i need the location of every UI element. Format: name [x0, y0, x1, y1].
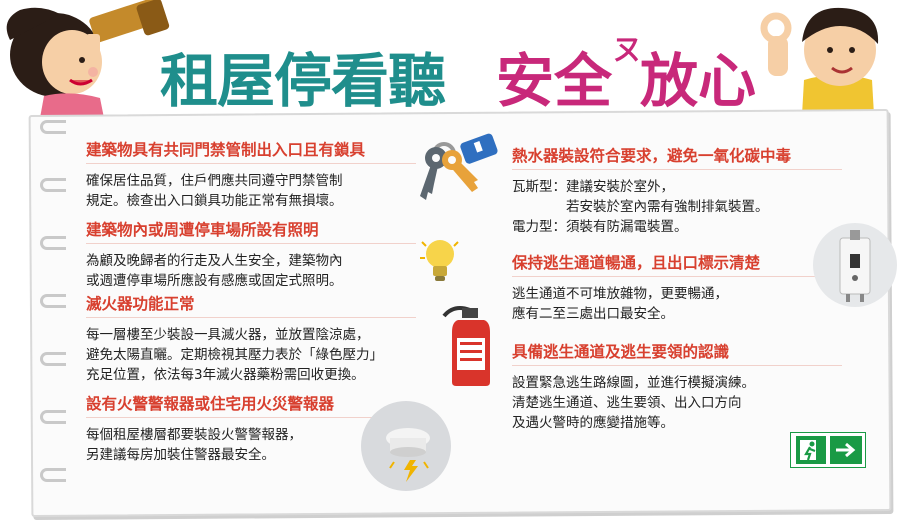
section-heading: 滅火器功能正常: [86, 295, 195, 313]
divider: [86, 163, 416, 164]
section-body: 確保居住品質，住戶們應共同遵守門禁管制 規定。檢查出入口鎖具功能正常有無損壞。: [86, 173, 343, 209]
fire-extinguisher-icon: [442, 306, 490, 386]
boy-ok-sign-illustration: [760, 7, 879, 115]
ring: [40, 178, 66, 192]
notebook-rings: [40, 120, 70, 500]
right-section-2: 保持逃生通道暢通，且出口標示清楚 逃生通道不可堆放雜物，更要暢通， 應有二至三處…: [512, 251, 842, 324]
right-section-1: 熱水器裝設符合要求，避免一氧化碳中毒 瓦斯型：建議安裝於室外， 若安裝於室內需有…: [512, 144, 842, 237]
ring: [40, 120, 66, 134]
smoke-detector-icon: [361, 401, 451, 491]
ring: [40, 352, 66, 366]
exit-sign-icon: [790, 432, 866, 468]
section-heading: 具備逃生通道及逃生要領的認識: [512, 343, 730, 361]
keys-icon: [420, 133, 498, 200]
left-section-4: 設有火警警報器或住宅用火災警報器 每個租屋樓層都要裝設火警警報器， 另建議每房加…: [86, 392, 416, 465]
ring: [40, 294, 66, 308]
divider: [512, 276, 842, 277]
ring: [40, 236, 66, 250]
title-accent-rest: 放心: [640, 47, 757, 115]
ring: [40, 468, 66, 482]
left-section-1: 建築物具有共同門禁管制出入口且有鎖具 確保居住品質，住戶們應共同遵守門禁管制 規…: [86, 138, 416, 211]
divider: [512, 365, 842, 366]
section-heading: 熱水器裝設符合要求，避免一氧化碳中毒: [512, 147, 792, 165]
divider: [512, 169, 842, 170]
section-body: 逃生通道不可堆放雜物，更要暢通， 應有二至三處出口最安全。: [512, 286, 728, 322]
lightbulb-icon: [420, 240, 459, 281]
section-body: 瓦斯型：建議安裝於室外， 若安裝於室內需有強制排氣裝置。 電力型：須裝有防漏電裝…: [512, 179, 769, 235]
divider: [86, 417, 416, 418]
section-body: 為顧及晚歸者的行走及人生安全，建築物內 或週遭停車場所應設有感應或固定式照明。: [86, 253, 343, 289]
title-main: 租屋停看聽: [160, 47, 446, 115]
water-heater-icon: [813, 223, 897, 307]
left-section-2: 建築物內或周遭停車場所設有照明 為顧及晚歸者的行走及人生安全，建築物內 或週遭停…: [86, 218, 416, 291]
title-sup-you: ㄡ: [613, 33, 642, 66]
section-heading: 建築物內或周遭停車場所設有照明: [86, 221, 319, 239]
section-heading: 設有火警警報器或住宅用火災警報器: [86, 395, 335, 413]
divider: [86, 243, 416, 244]
right-section-3: 具備逃生通道及逃生要領的認識 設置緊急逃生路線圖，並進行模擬演練。 清楚逃生通道…: [512, 340, 842, 433]
section-heading: 保持逃生通道暢通，且出口標示清楚: [512, 254, 761, 272]
left-section-3: 滅火器功能正常 每一層樓至少裝設一具滅火器，並放置陰涼處， 避免太陽直曬。定期檢…: [86, 292, 416, 385]
section-heading: 建築物具有共同門禁管制出入口且有鎖具: [86, 141, 366, 159]
section-body: 設置緊急逃生路線圖，並進行模擬演練。 清楚逃生通道、逃生要領、出入口方向 及遇火…: [512, 375, 755, 431]
ring: [40, 410, 66, 424]
section-body: 每一層樓至少裝設一具滅火器，並放置陰涼處， 避免太陽直曬。定期檢視其壓力表於「綠…: [86, 327, 383, 383]
title-accent-safe: 安全: [496, 47, 613, 115]
section-body: 每個租屋樓層都要裝設火警警報器， 另建議每房加裝住警器最安全。: [86, 427, 302, 463]
girl-with-telescope-illustration: [6, 0, 170, 118]
divider: [86, 317, 416, 318]
